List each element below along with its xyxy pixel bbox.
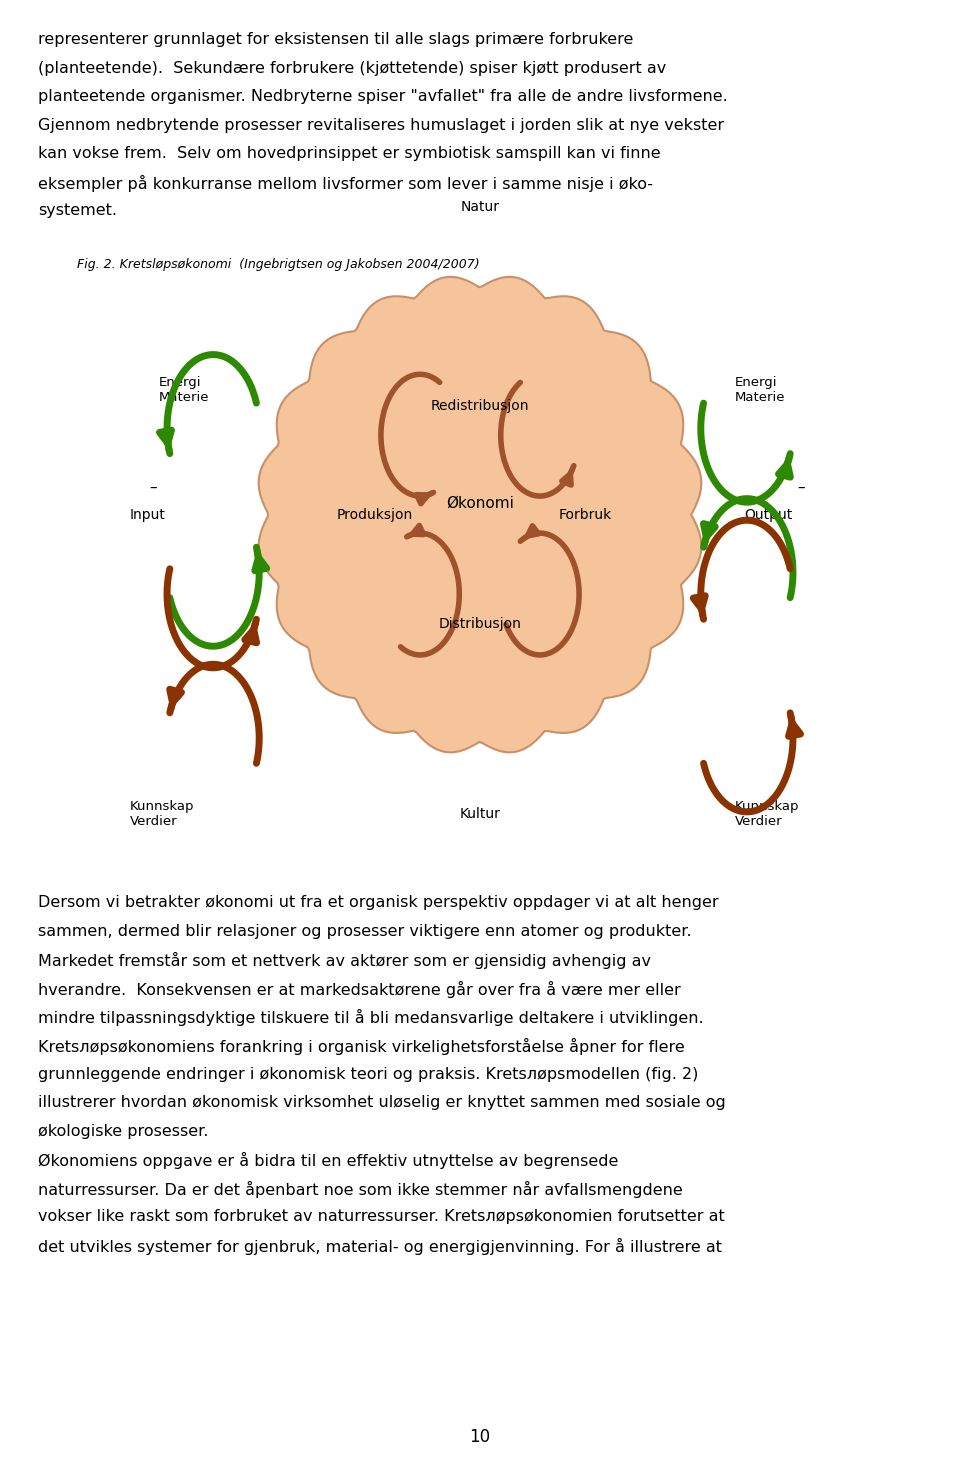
Text: økologiske prosesser.: økologiske prosesser. (38, 1124, 209, 1139)
Text: Input: Input (130, 508, 165, 521)
Text: Kunnskap
Verdier: Kunnskap Verdier (734, 801, 799, 829)
Text: Fig. 2. Kretsløpsøkonomi  (Ingebrigtsen og Jakobsen 2004/2007): Fig. 2. Kretsløpsøkonomi (Ingebrigtsen o… (77, 259, 479, 271)
Text: eksempler på konkurranse mellom livsformer som lever i samme nisje i øko-: eksempler på konkurranse mellom livsform… (38, 176, 654, 192)
Text: Natur: Natur (461, 201, 499, 214)
Text: Produksjon: Produksjon (336, 508, 413, 521)
Text: illustrerer hvordan økonomisk virksomhet uløselig er knyttet sammen med sosiale : illustrerer hvordan økonomisk virksomhet… (38, 1095, 726, 1110)
Text: mindre tilpassningsdyktige tilskuere til å bli medansvarlige deltakere i utvikli: mindre tilpassningsdyktige tilskuere til… (38, 1010, 704, 1026)
Text: Distribusjon: Distribusjon (439, 616, 521, 631)
Text: Dersom vi betrakter økonomi ut fra et organisk perspektiv oppdager vi at alt hen: Dersom vi betrakter økonomi ut fra et or… (38, 896, 719, 911)
Text: Kretsлøpsøkonomiens forankring i organisk virkelighetsforståelse åpner for flere: Kretsлøpsøkonomiens forankring i organis… (38, 1038, 685, 1056)
Text: planteetende organismer. Nedbryterne spiser "avfallet" fra alle de andre livsfor: planteetende organismer. Nedbryterne spi… (38, 89, 728, 104)
Text: (planteetende).  Sekundære forbrukere (kjøttetende) spiser kjøtt produsert av: (planteetende). Sekundære forbrukere (kj… (38, 61, 666, 76)
Text: Forbruk: Forbruk (559, 508, 612, 521)
Text: hverandre.  Konsekvensen er at markedsaktørene går over fra å være mer eller: hverandre. Konsekvensen er at markedsakt… (38, 981, 682, 998)
Text: Energi
Materie: Energi Materie (734, 376, 785, 404)
Text: vokser like raskt som forbruket av naturressurser. Kretsлøpsøkonomien forutsette: vokser like raskt som forbruket av natur… (38, 1209, 725, 1224)
Text: Økonomi: Økonomi (446, 495, 514, 511)
Text: Gjennom nedbrytende prosesser revitaliseres humuslaget i jorden slik at nye veks: Gjennom nedbrytende prosesser revitalise… (38, 119, 725, 133)
Text: systemet.: systemet. (38, 203, 117, 218)
Text: –: – (149, 480, 156, 495)
Text: det utvikles systemer for gjenbruk, material- og energigjenvinning. For å illust: det utvikles systemer for gjenbruk, mate… (38, 1239, 722, 1255)
Text: Kultur: Kultur (460, 808, 500, 821)
Polygon shape (258, 277, 702, 752)
Text: 10: 10 (469, 1429, 491, 1446)
Text: kan vokse frem.  Selv om hovedprinsippet er symbiotisk samspill kan vi finne: kan vokse frem. Selv om hovedprinsippet … (38, 146, 661, 161)
Text: sammen, dermed blir relasjoner og prosesser viktigere enn atomer og produkter.: sammen, dermed blir relasjoner og proses… (38, 924, 692, 938)
Text: representerer grunnlaget for eksistensen til alle slags primære forbrukere: representerer grunnlaget for eksistensen… (38, 32, 634, 47)
Text: Markedet fremstår som et nettverk av aktører som er gjensidig avhengig av: Markedet fremstår som et nettverk av akt… (38, 953, 652, 969)
Text: naturressurser. Da er det åpenbart noe som ikke stemmer når avfallsmengdene: naturressurser. Da er det åpenbart noe s… (38, 1181, 684, 1198)
Text: Redistribusjon: Redistribusjon (431, 398, 529, 413)
Text: Kunnskap
Verdier: Kunnskap Verdier (130, 801, 194, 829)
Text: Energi
Materie: Energi Materie (158, 376, 209, 404)
Text: Økonomiens oppgave er å bidra til en effektiv utnyttelse av begrensede: Økonomiens oppgave er å bidra til en eff… (38, 1152, 619, 1170)
Text: Output: Output (744, 508, 792, 521)
Text: –: – (797, 480, 804, 495)
Text: grunnleggende endringer i økonomisk teori og praksis. Kretsлøpsmodellen (fig. 2): grunnleggende endringer i økonomisk teor… (38, 1067, 699, 1082)
